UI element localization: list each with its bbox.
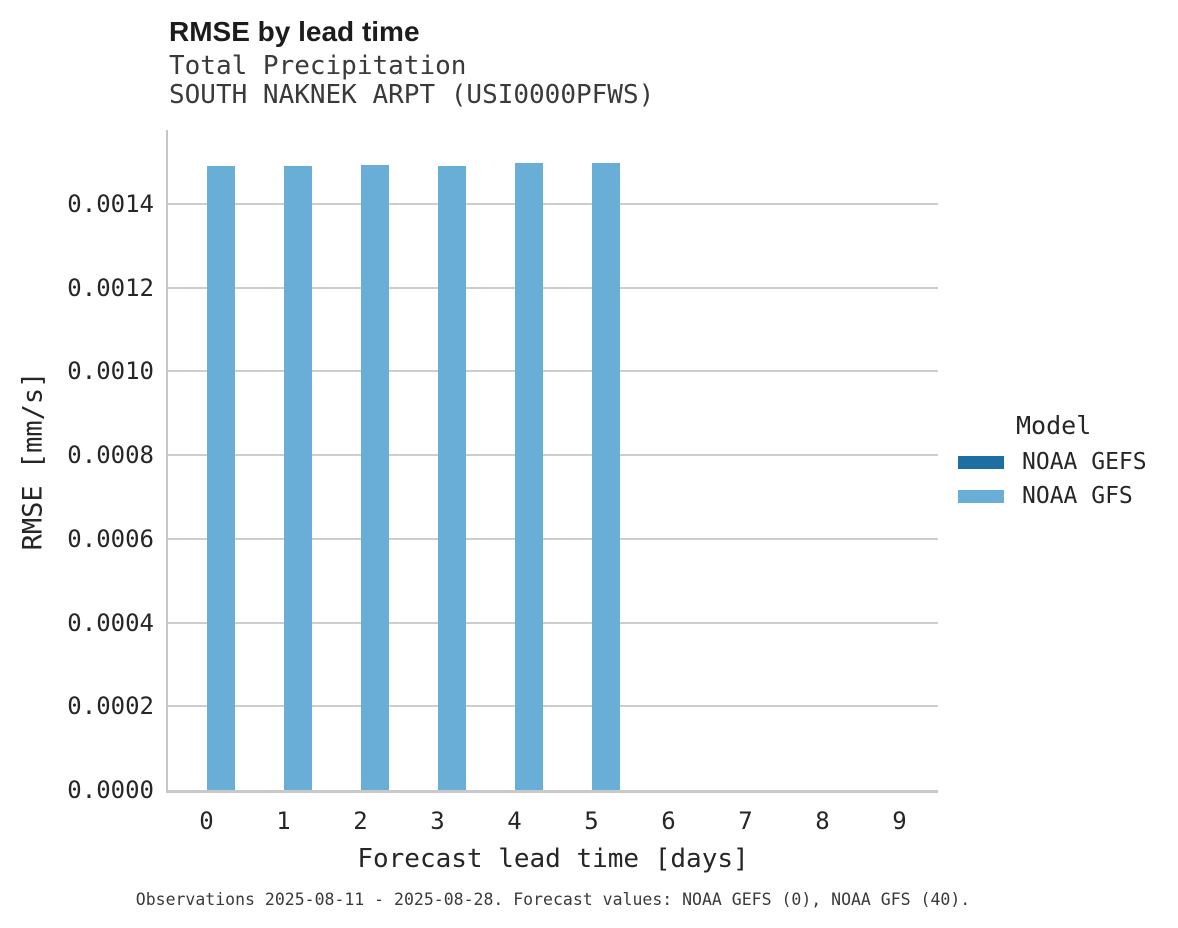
y-tick-label-0.0014: 0.0014 (67, 190, 154, 218)
bar-noaa-gfs-lead-3[interactable] (437, 166, 466, 790)
y-tick-label-0.0004: 0.0004 (67, 608, 154, 637)
bar-noaa-gfs-lead-4[interactable] (514, 163, 543, 790)
chart-subtitle-station: SOUTH NAKNEK ARPT (USI0000PFWS) (169, 80, 655, 110)
bar-noaa-gfs-lead-2[interactable] (360, 164, 389, 790)
x-tick-label-9: 9 (892, 807, 907, 835)
y-gridline-0.001 (168, 370, 938, 373)
y-tick-label-0.0006: 0.0006 (67, 524, 154, 553)
y-tick-label-0.0010: 0.0010 (67, 357, 154, 386)
chart-title: RMSE by lead time (169, 16, 420, 47)
x-tick-label-0: 0 (199, 807, 214, 835)
bar-noaa-gfs-lead-0[interactable] (206, 165, 235, 790)
y-tick-label-0.0008: 0.0008 (67, 441, 154, 470)
x-axis-line (166, 790, 938, 793)
legend-title: Model (1016, 411, 1092, 440)
x-tick-label-1: 1 (276, 807, 291, 835)
y-tick-label-0.0000: 0.0000 (67, 776, 154, 804)
x-tick-label-2: 2 (353, 807, 368, 835)
y-gridline-0.0006 (168, 537, 938, 540)
x-tick-label-3: 3 (430, 807, 445, 835)
x-tick-label-8: 8 (815, 807, 830, 835)
legend-swatch-noaa-gfs (958, 489, 1004, 503)
legend: Model NOAA GEFS NOAA GFS (958, 411, 1147, 523)
footnote-caption: Observations 2025-08-11 - 2025-08-28. Fo… (135, 890, 971, 909)
x-tick-label-6: 6 (661, 807, 676, 835)
y-gridline-0.0008 (168, 454, 938, 457)
bar-noaa-gfs-lead-5[interactable] (591, 163, 620, 790)
y-gridline-0.0004 (168, 621, 938, 624)
y-gridline-0.0002 (168, 705, 938, 708)
legend-item-noaa-gfs: NOAA GFS (958, 483, 1147, 509)
legend-item-noaa-gefs: NOAA GEFS (958, 449, 1147, 475)
legend-label-noaa-gfs: NOAA GFS (1022, 483, 1133, 509)
legend-swatch-noaa-gefs (958, 455, 1004, 469)
chart-subtitle-variable: Total Precipitation (169, 51, 467, 81)
x-axis-title: Forecast lead time [days] (357, 844, 749, 874)
y-tick-label-0.0002: 0.0002 (67, 692, 154, 721)
y-gridline-0.0012 (168, 286, 938, 289)
bar-noaa-gfs-lead-1[interactable] (283, 166, 312, 790)
x-tick-label-7: 7 (738, 807, 753, 835)
plot-area (166, 130, 938, 793)
x-tick-label-5: 5 (584, 807, 599, 835)
y-gridline-0.0014 (168, 203, 938, 205)
y-axis-line (166, 130, 168, 793)
y-tick-label-0.0012: 0.0012 (67, 273, 154, 302)
legend-label-noaa-gefs: NOAA GEFS (1022, 449, 1147, 475)
x-tick-label-4: 4 (507, 807, 522, 835)
